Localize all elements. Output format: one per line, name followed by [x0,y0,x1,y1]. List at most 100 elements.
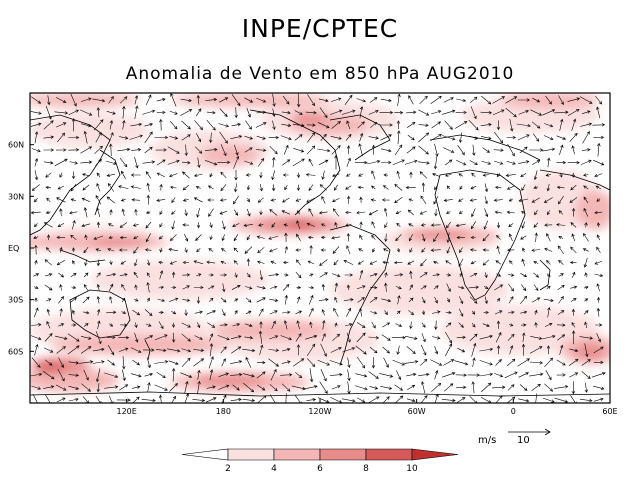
wind-vector [379,110,394,115]
wind-vector [130,122,143,127]
wind-vector [344,94,353,105]
wind-vector [356,211,366,215]
wind-vector [96,296,101,304]
wind-vector [406,146,416,154]
wind-vector [434,345,439,355]
wind-vector [194,146,203,154]
colorbar-segment-1 [227,448,275,461]
wind-vector [556,185,565,190]
wind-vector [594,260,603,265]
wind-vector [146,259,151,266]
wind-vector [593,397,604,402]
wind-vector [43,135,55,139]
wind-vector [182,260,189,265]
wind-vector [445,331,453,344]
wind-vector [483,220,488,230]
wind-vector [496,234,501,240]
wind-vector [134,105,139,120]
wind-vector [193,285,204,290]
wind-vector [219,131,228,144]
wind-vector [258,223,264,227]
wind-vector [182,171,190,179]
wind-vector [33,285,39,289]
wind-vector [145,323,152,327]
wind-vector [369,260,378,265]
wind-vector [520,323,527,327]
wind-vector [55,384,67,391]
wind-vector [142,348,155,352]
wind-vector [334,154,338,170]
wind-vector [268,235,279,240]
wind-vector [405,185,416,190]
wind-vector [446,283,451,292]
wind-vector [268,358,279,367]
wind-vector [381,334,391,341]
wind-vector [358,173,364,177]
wind-vector [256,260,265,264]
wind-vector [333,184,338,191]
wind-vector [96,221,101,228]
wind-vector [43,148,55,152]
wind-vector [509,118,514,132]
wind-vector [58,323,65,327]
wind-vector [182,298,191,302]
wind-vector [159,210,163,215]
wind-vector [55,97,67,103]
wind-vector [434,320,438,330]
wind-vector [107,248,115,252]
wind-vector [108,95,114,104]
wind-vector [167,348,181,353]
wind-vector [70,93,77,107]
wind-vector [307,260,315,265]
wind-vector [230,335,242,340]
wind-vector [234,170,238,181]
wind-vector [31,323,42,327]
wind-vector [295,259,301,266]
wind-vector [45,247,51,253]
wind-vector [369,297,378,303]
wind-vector [384,310,388,316]
wind-vector [233,234,239,242]
wind-vector [234,298,239,302]
wind-vector [582,131,590,144]
wind-vector [144,335,154,340]
wind-vector [531,248,541,252]
wind-vector [569,197,578,203]
wind-vector [220,184,227,192]
wind-vector [230,360,243,364]
wind-vector [295,248,302,252]
wind-vector [546,233,551,242]
wind-vector [571,381,576,395]
wind-vector [144,146,153,154]
wind-vector [371,321,376,329]
wind-vector [81,383,91,392]
wind-vector [456,397,466,403]
wind-vector [196,94,201,105]
wind-vector [217,160,231,165]
wind-vector [83,369,89,381]
wind-vector [34,259,38,265]
wind-vector [583,232,589,242]
wind-vector [381,198,390,202]
wind-vector [106,310,117,315]
wind-vector [130,185,141,189]
wind-vector [70,234,77,240]
wind-vector [246,235,251,241]
wind-vector [68,109,79,116]
wind-vector [146,281,150,293]
wind-vector [209,235,213,241]
wind-vector [272,93,276,107]
wind-vector [580,122,593,127]
wind-vector [479,372,494,377]
wind-vector [371,170,376,180]
wind-vector [579,96,593,104]
wind-vector [81,173,90,177]
wind-vector [505,173,516,177]
wind-vector [269,145,278,155]
wind-vector [109,323,114,327]
wind-vector [319,381,328,394]
wind-vector [96,308,101,316]
wind-vector [432,336,441,340]
wind-vector [521,221,526,229]
wind-vector [455,373,467,377]
